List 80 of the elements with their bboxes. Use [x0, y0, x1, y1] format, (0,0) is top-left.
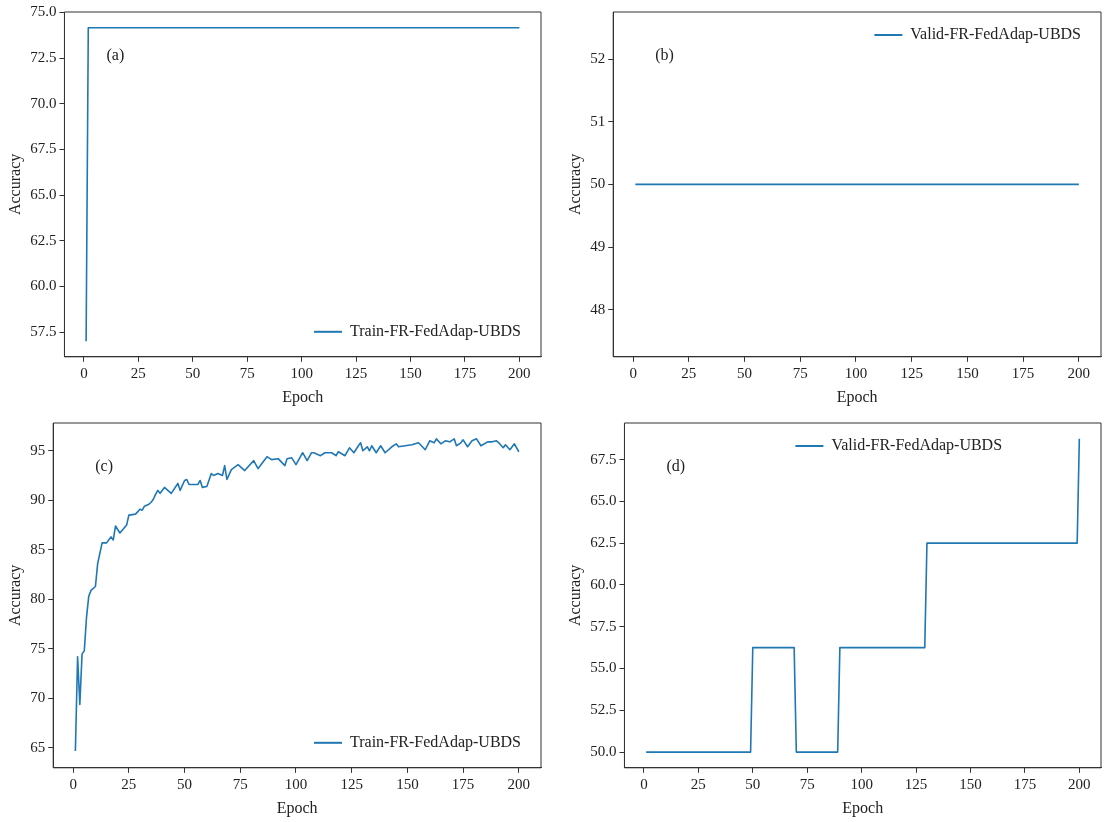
x-axis-title: Epoch [276, 798, 318, 817]
y-tick-label: 52.5 [590, 701, 617, 718]
x-tick-label: 25 [690, 775, 706, 792]
y-tick-label: 75 [30, 639, 46, 656]
x-tick-label: 0 [80, 364, 88, 381]
y-tick-label: 51 [590, 112, 606, 129]
y-tick-label: 70 [30, 689, 46, 706]
x-tick-label: 150 [956, 364, 979, 381]
legend-label: Train-FR-FedAdap-UBDS [350, 322, 522, 340]
x-tick-label: 150 [959, 775, 982, 792]
x-tick-label: 200 [508, 364, 531, 381]
x-tick-label: 125 [904, 775, 928, 792]
y-tick-label: 65 [30, 738, 46, 755]
x-tick-label: 175 [451, 775, 475, 792]
x-tick-label: 100 [284, 775, 308, 792]
x-tick-label: 75 [799, 775, 815, 792]
y-tick-label: 85 [30, 540, 46, 557]
x-tick-label: 0 [69, 775, 77, 792]
y-tick-label: 75.0 [30, 3, 57, 20]
x-tick-label: 50 [185, 364, 201, 381]
x-tick-label: 200 [507, 775, 531, 792]
y-tick-label: 70.0 [30, 94, 57, 111]
y-tick-label: 80 [30, 590, 46, 607]
y-tick-label: 52 [590, 49, 606, 66]
y-axis-title: Accuracy [565, 153, 584, 216]
x-tick-label: 150 [396, 775, 419, 792]
x-tick-label: 125 [900, 364, 923, 381]
y-axis-title: Accuracy [5, 153, 24, 216]
y-tick-label: 62.5 [590, 534, 617, 551]
y-tick-label: 55.0 [590, 659, 617, 676]
x-tick-label: 75 [232, 775, 248, 792]
annotation: (d) [666, 457, 686, 476]
y-tick-label: 72.5 [30, 49, 57, 66]
y-tick-label: 62.5 [30, 231, 57, 248]
x-axis-title: Epoch [842, 798, 884, 817]
x-tick-label: 100 [290, 364, 313, 381]
y-axis-title: Accuracy [565, 564, 584, 627]
y-tick-label: 90 [30, 491, 46, 508]
y-tick-label: 65.0 [590, 492, 617, 509]
x-tick-label: 175 [1013, 775, 1037, 792]
y-tick-label: 67.5 [590, 450, 617, 467]
x-tick-label: 0 [629, 364, 637, 381]
y-tick-label: 65.0 [30, 186, 57, 203]
y-tick-label: 95 [30, 441, 46, 458]
x-tick-label: 0 [640, 775, 648, 792]
x-tick-label: 25 [130, 364, 146, 381]
x-tick-label: 50 [177, 775, 193, 792]
y-tick-label: 57.5 [30, 323, 57, 340]
x-tick-label: 50 [737, 364, 753, 381]
x-tick-label: 25 [121, 775, 137, 792]
x-tick-label: 100 [850, 775, 873, 792]
x-tick-label: 125 [344, 364, 368, 381]
x-tick-label: 100 [844, 364, 868, 381]
x-tick-label: 75 [792, 364, 808, 381]
y-axis-title: Accuracy [5, 564, 24, 627]
x-tick-label: 200 [1068, 775, 1091, 792]
legend-label: Valid-FR-FedAdap-UBDS [831, 436, 1003, 455]
legend-label: Valid-FR-FedAdap-UBDS [910, 25, 1082, 44]
annotation: (c) [95, 457, 113, 476]
y-tick-label: 60.0 [30, 277, 57, 294]
x-tick-label: 150 [399, 364, 422, 381]
annotation: (b) [655, 46, 674, 65]
x-tick-label: 25 [681, 364, 697, 381]
x-tick-label: 125 [340, 775, 363, 792]
x-tick-label: 200 [1067, 364, 1091, 381]
x-axis-title: Epoch [282, 387, 324, 406]
y-tick-label: 48 [590, 300, 606, 317]
x-tick-label: 75 [239, 364, 255, 381]
y-tick-label: 67.5 [30, 140, 57, 157]
x-tick-label: 175 [453, 364, 477, 381]
y-tick-label: 50.0 [590, 743, 617, 760]
legend-label: Train-FR-FedAdap-UBDS [350, 733, 522, 751]
y-tick-label: 60.0 [590, 575, 617, 592]
x-tick-label: 50 [745, 775, 761, 792]
x-tick-label: 175 [1011, 364, 1035, 381]
y-tick-label: 49 [590, 238, 606, 255]
y-tick-label: 50 [590, 175, 606, 192]
x-axis-title: Epoch [836, 387, 878, 406]
annotation: (a) [106, 46, 125, 65]
y-tick-label: 57.5 [590, 617, 617, 634]
